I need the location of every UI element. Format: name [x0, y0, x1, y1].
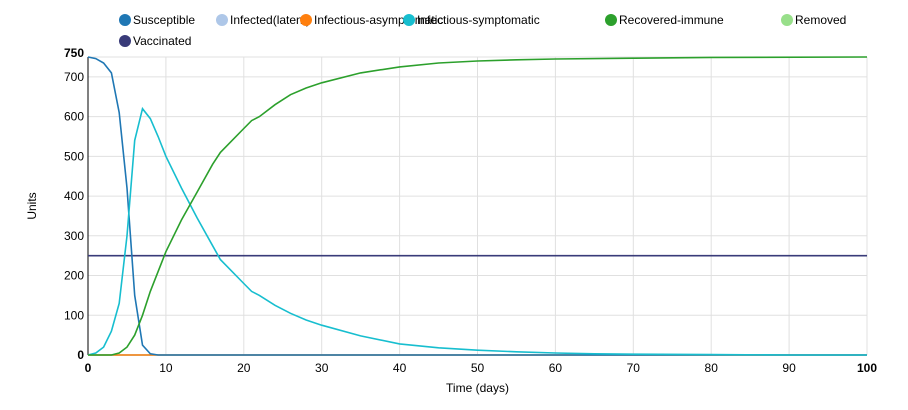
x-tick-label: 80	[705, 361, 719, 375]
y-tick-label: 400	[64, 189, 84, 203]
legend-marker	[781, 14, 793, 26]
x-tick-label: 10	[159, 361, 173, 375]
series-line-infectious-symptomatic	[87, 106, 867, 356]
series-line-recovered-immune	[88, 56, 868, 356]
x-tick-label: 60	[549, 361, 563, 375]
x-tick-label: 50	[471, 361, 485, 375]
legend-marker	[300, 14, 312, 26]
legend-label: Infected(latent)	[230, 13, 310, 27]
x-tick-label: 0	[85, 361, 92, 375]
legend-marker	[119, 35, 131, 47]
legend-marker	[605, 14, 617, 26]
y-tick-label: 300	[64, 229, 84, 243]
y-axis-title: Units	[25, 192, 39, 219]
x-tick-label: 100	[857, 361, 877, 375]
legend-label: Removed	[795, 13, 846, 27]
legend-marker	[119, 14, 131, 26]
y-tick-label: 750	[64, 46, 84, 60]
x-axis-title: Time (days)	[446, 381, 509, 395]
legend-label: Infectious-symptomatic	[417, 13, 540, 27]
x-tick-label: 20	[237, 361, 251, 375]
y-tick-label: 0	[77, 348, 84, 362]
legend-label: Recovered-immune	[619, 13, 724, 27]
legend-marker	[403, 14, 415, 26]
legend-marker	[216, 14, 228, 26]
x-tick-label: 30	[315, 361, 329, 375]
x-tick-label: 90	[782, 361, 796, 375]
y-tick-label: 200	[64, 269, 84, 283]
y-tick-label: 500	[64, 149, 84, 163]
legend-label: Susceptible	[133, 13, 195, 27]
series-line-susceptible	[87, 56, 867, 356]
y-tick-label: 600	[64, 110, 84, 124]
legend-label: Vaccinated	[133, 34, 191, 48]
y-tick-label: 700	[64, 70, 84, 84]
x-tick-label: 70	[627, 361, 641, 375]
y-tick-label: 100	[64, 308, 84, 322]
x-tick-label: 40	[393, 361, 407, 375]
